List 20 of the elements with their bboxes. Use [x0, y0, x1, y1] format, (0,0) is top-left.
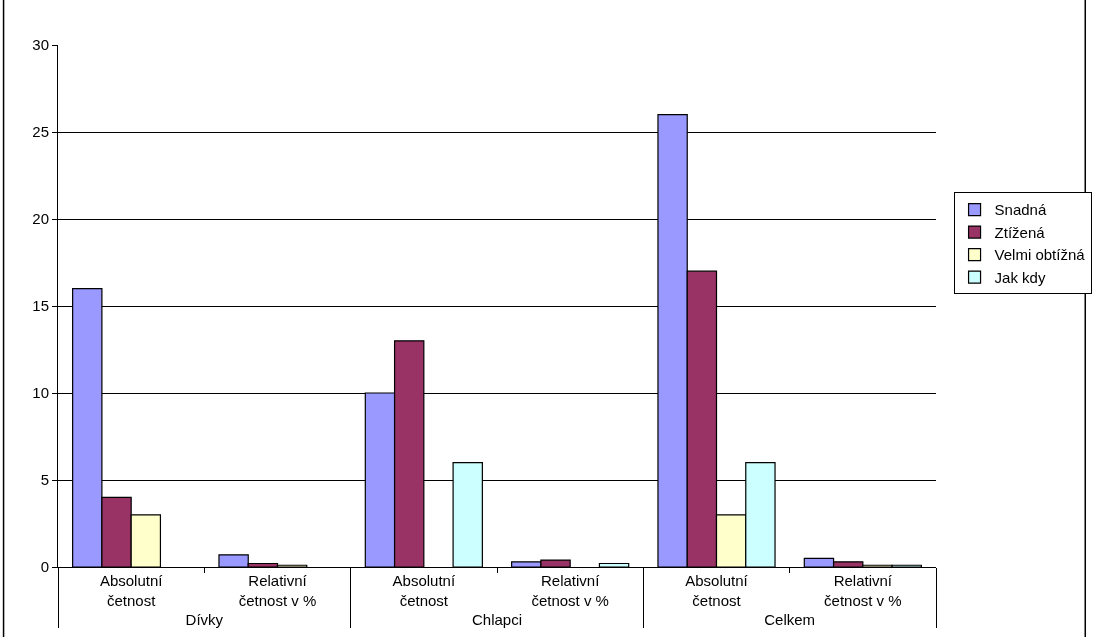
text: Celkem [764, 610, 816, 628]
x-tick-label: Relativní četnost v % [824, 572, 902, 609]
x-tick-label: Relativní četnost v % [531, 572, 609, 609]
y-tick-label: 15 [32, 297, 49, 315]
y-tick-label: 5 [40, 471, 49, 489]
y-tick-label: 20 [32, 210, 49, 228]
text: Chlapci [471, 610, 523, 628]
y-tick-label: 30 [32, 36, 49, 54]
x-tick-label: Absolutní četnost [99, 572, 164, 609]
legend-label: Velmi obtížná [994, 246, 1086, 264]
y-tick-label: 25 [32, 123, 49, 141]
legend-label: Ztížená [994, 223, 1046, 241]
y-tick-label: 0 [40, 558, 49, 576]
y-tick-label: 10 [32, 384, 49, 402]
legend-label: Snadná [994, 201, 1047, 219]
legend-label: Jak kdy [994, 268, 1046, 286]
x-tick-label: Absolutní četnost [392, 572, 456, 609]
text: Dívky [185, 610, 224, 628]
x-tick-label: Absolutní četnost [685, 572, 749, 609]
x-tick-label: Relativní četnost v % [238, 572, 317, 609]
